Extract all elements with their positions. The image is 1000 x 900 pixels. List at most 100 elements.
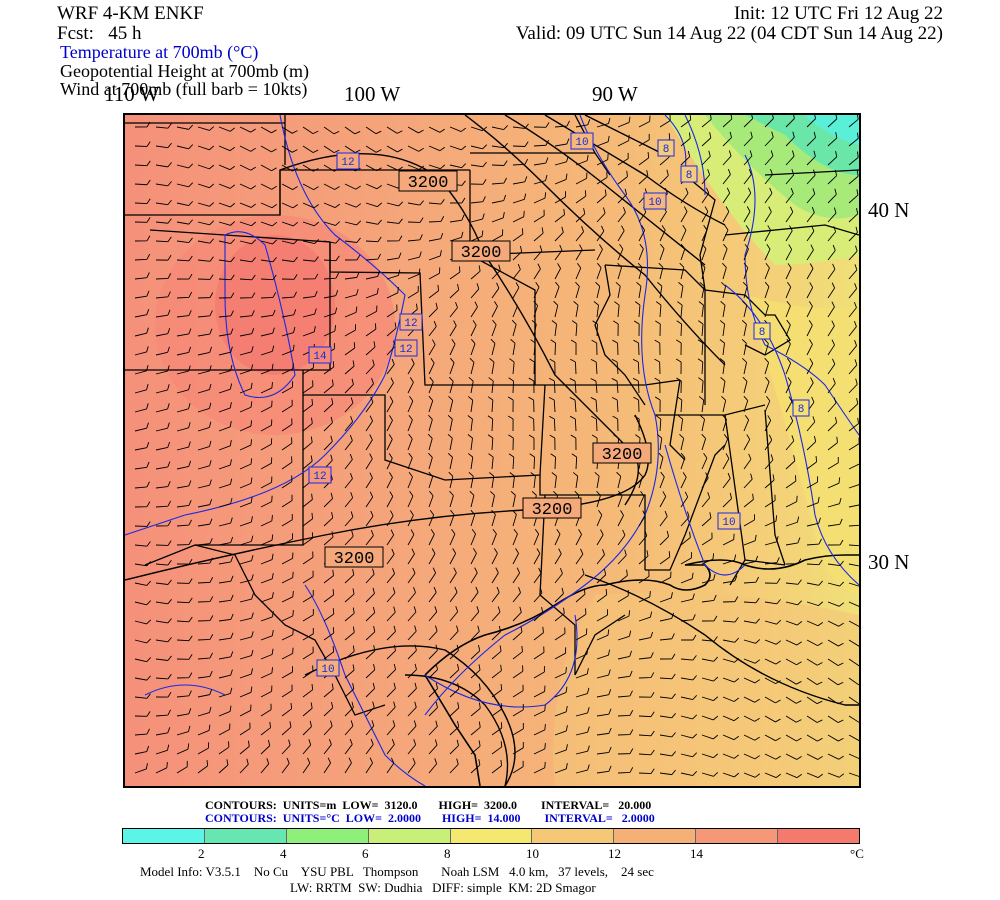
wind-barb [365, 587, 375, 603]
wind-barb [134, 693, 151, 699]
wind-barb [344, 271, 360, 280]
wind-barb [848, 151, 859, 166]
wind-barb [281, 590, 294, 603]
map-svg: 3200 3200 3200 3200 3200 12 10 8 8 10 12… [124, 112, 866, 787]
wind-barb [764, 434, 773, 451]
wind-barb [323, 531, 334, 546]
colorbar-tick-label: 4 [280, 846, 287, 861]
wind-barb [155, 618, 172, 624]
wind-barb [827, 377, 836, 394]
wind-barb [720, 301, 726, 318]
wind-barb [549, 358, 556, 375]
wind-barb [531, 319, 537, 337]
wind-barb [554, 667, 567, 679]
wind-barb [449, 266, 461, 280]
wind-barb [701, 656, 719, 662]
wind-barb [806, 282, 814, 299]
wind-barb [302, 417, 313, 432]
wind-barb [533, 157, 549, 166]
wind-barb [218, 383, 233, 394]
wind-barb [470, 702, 481, 717]
wind-barb [386, 606, 396, 622]
temp-contour-interval: INTERVAL= 2.0000 [544, 811, 655, 825]
temp-label: 10 [717, 512, 741, 530]
wind-barb [554, 744, 568, 755]
wind-barb [680, 452, 686, 470]
wind-barb [260, 202, 278, 209]
wind-barb [806, 715, 823, 723]
wind-barb [722, 696, 740, 702]
wind-barb [806, 169, 816, 185]
wind-barb [134, 561, 151, 567]
wind-barb [386, 644, 396, 660]
wind-barb [570, 339, 577, 356]
wind-barb [591, 415, 598, 432]
wind-barb [553, 300, 559, 318]
wind-barb [785, 620, 803, 626]
wind-barb [512, 703, 524, 717]
wind-barb [659, 769, 676, 776]
wind-barb [638, 170, 649, 185]
colorbar-segment [614, 829, 697, 843]
wind-barb [407, 510, 414, 527]
wind-barb [827, 339, 835, 356]
wind-barb [449, 720, 460, 736]
wind-barb [470, 283, 480, 299]
wind-barb [365, 202, 383, 208]
wind-barb [197, 479, 212, 489]
wind-barb [659, 653, 676, 660]
wind-barb [722, 150, 732, 166]
wind-barb [155, 273, 172, 280]
wind-barb [491, 160, 508, 166]
wind-barb [302, 273, 319, 280]
wind-barb [679, 262, 685, 280]
wind-barb [700, 262, 706, 280]
wind-barb [239, 183, 256, 190]
wind-barb [155, 637, 172, 643]
wind-barb [449, 509, 455, 527]
wind-barb [302, 183, 319, 191]
wind-barb [176, 480, 192, 489]
wind-barb [155, 579, 172, 585]
wind-barb [554, 567, 563, 584]
wind-barb [596, 589, 608, 603]
wind-barb [344, 324, 357, 337]
wind-barb [701, 532, 713, 546]
wind-barb [281, 757, 290, 774]
wind-barb [528, 396, 535, 413]
wind-barb [743, 514, 755, 527]
wind-barb [680, 714, 698, 720]
wind-barb [827, 772, 845, 778]
wind-barb [470, 740, 481, 755]
wind-barb [281, 344, 295, 356]
wind-barb [218, 221, 236, 226]
wind-barb [590, 397, 598, 413]
ne-cyan-fill [775, 115, 859, 145]
wind-barb [554, 120, 570, 128]
field-height-label: Geopotential Height at 700mb (m) [60, 61, 309, 81]
wind-barb [533, 743, 546, 755]
wind-barb [344, 757, 352, 774]
wind-barb [533, 761, 546, 774]
wind-barb [176, 124, 194, 130]
wind-barb [743, 534, 757, 546]
temp-label: 10 [316, 659, 340, 677]
wind-barb [530, 472, 536, 489]
wind-barb [176, 499, 192, 508]
wind-barb [344, 720, 354, 736]
wind-barb [302, 455, 313, 470]
wind-barb [658, 262, 664, 280]
wind-barb [218, 705, 232, 717]
wind-barb [658, 452, 664, 470]
temp-label: 8 [680, 165, 698, 183]
wind-barb [281, 571, 294, 584]
wind-barb [719, 320, 726, 337]
wind-barb [764, 225, 772, 242]
wind-barb [764, 300, 769, 318]
wind-barb [218, 556, 234, 565]
wind-barb [680, 614, 696, 622]
wind-barb [508, 453, 515, 470]
wind-barb [638, 711, 655, 718]
wind-barb [470, 759, 481, 774]
wind-barb [827, 581, 845, 587]
